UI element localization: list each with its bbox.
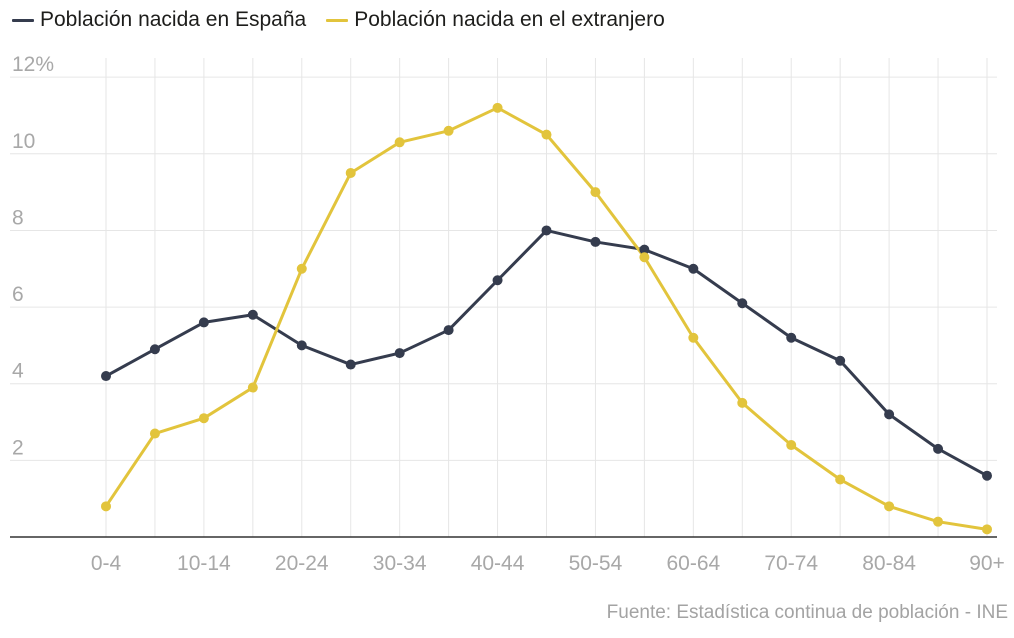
- data-point-foreign: [786, 440, 797, 451]
- x-tick-label: 0-4: [91, 552, 122, 575]
- data-point-spain: [101, 371, 111, 382]
- data-point-foreign: [492, 102, 503, 113]
- data-point-spain: [737, 298, 748, 309]
- data-point-foreign: [835, 474, 846, 485]
- legend: Población nacida en España Población nac…: [12, 8, 665, 32]
- x-tick-label: 90+: [969, 552, 1005, 575]
- x-tick-label: 40-44: [471, 552, 525, 575]
- data-point-foreign: [198, 413, 209, 424]
- data-point-spain: [296, 340, 307, 351]
- legend-label-foreign: Población nacida en el extranjero: [354, 8, 665, 31]
- y-tick-label: 6: [12, 283, 24, 306]
- data-point-foreign: [590, 187, 601, 198]
- data-point-spain: [884, 409, 895, 420]
- data-point-spain: [492, 275, 503, 286]
- legend-label-spain: Población nacida en España: [40, 8, 307, 31]
- data-point-spain: [198, 317, 209, 328]
- data-point-foreign: [737, 397, 748, 408]
- source-note: Fuente: Estadística continua de població…: [606, 602, 1008, 623]
- y-tick-label: 10: [12, 130, 35, 153]
- data-point-foreign: [149, 428, 160, 439]
- data-point-foreign: [247, 382, 258, 393]
- y-tick-label: 8: [12, 206, 24, 229]
- x-tick-label: 70-74: [764, 552, 818, 575]
- legend-swatch-spain: [12, 18, 34, 22]
- data-point-foreign: [101, 501, 111, 512]
- data-point-foreign: [443, 125, 454, 136]
- data-point-foreign: [394, 137, 405, 148]
- data-point-foreign: [884, 501, 895, 512]
- y-tick-label: 4: [12, 360, 24, 383]
- data-point-spain: [982, 470, 992, 481]
- data-point-spain: [443, 325, 454, 336]
- data-point-spain: [639, 244, 650, 255]
- line-chart: 2 4 6 8 10 12% 0-4 10-14 20-24 30-34 40-44 50-54 60-…: [10, 53, 1005, 575]
- legend-swatch-foreign: [326, 18, 349, 22]
- data-point-spain: [345, 359, 356, 370]
- x-tick-label: 80-84: [862, 552, 916, 575]
- data-point-spain: [688, 263, 699, 274]
- data-point-spain: [394, 348, 405, 359]
- data-point-foreign: [982, 524, 992, 535]
- data-point-spain: [835, 355, 846, 366]
- x-tick-label: 10-14: [177, 552, 231, 575]
- y-tick-label: 12%: [12, 53, 54, 76]
- legend-item-spain[interactable]: Población nacida en España: [12, 8, 306, 32]
- data-point-foreign: [639, 252, 650, 263]
- data-point-foreign: [933, 516, 944, 527]
- data-point-spain: [590, 236, 601, 247]
- x-tick-label: 50-54: [569, 552, 623, 575]
- x-tick-label: 30-34: [373, 552, 427, 575]
- legend-item-foreign[interactable]: Población nacida en el extranjero: [326, 8, 665, 32]
- x-tick-label: 20-24: [275, 552, 329, 575]
- data-point-foreign: [541, 129, 552, 140]
- data-point-spain: [933, 443, 944, 454]
- y-tick-label: 2: [12, 436, 24, 459]
- data-point-spain: [247, 309, 258, 320]
- data-point-spain: [786, 332, 797, 343]
- data-point-foreign: [296, 263, 307, 274]
- data-point-spain: [149, 344, 160, 355]
- data-point-foreign: [688, 332, 699, 343]
- data-point-spain: [541, 225, 552, 236]
- x-tick-label: 60-64: [666, 552, 720, 575]
- data-point-foreign: [345, 167, 356, 178]
